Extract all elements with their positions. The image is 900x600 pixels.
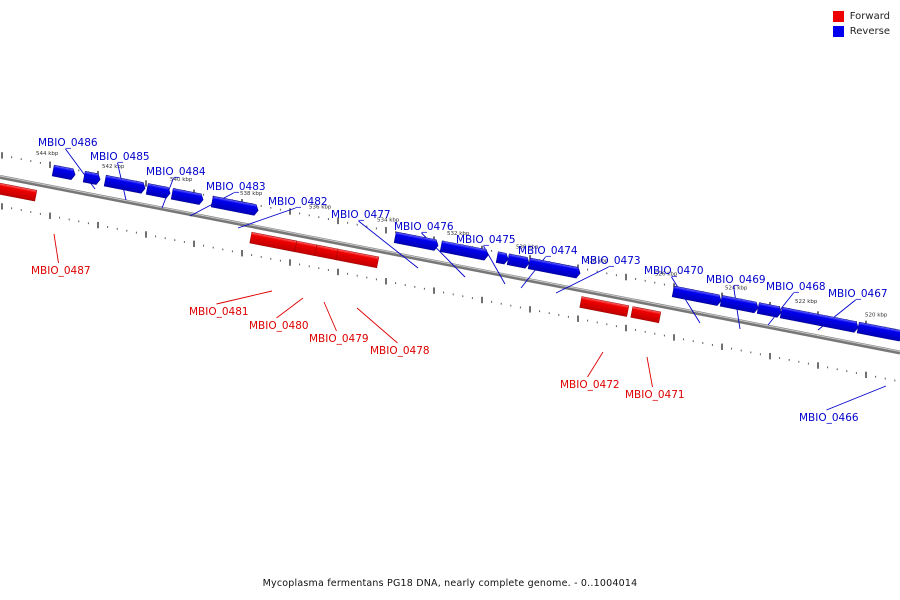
- gene-label: MBIO_0479: [309, 333, 369, 345]
- gene-mbio-0484: [103, 175, 146, 194]
- gene-label: MBIO_0483: [206, 181, 266, 193]
- gene-mbio-0471: [630, 306, 662, 324]
- leader-line: [826, 385, 887, 411]
- gene-features: [0, 164, 900, 342]
- gene-mbio-0472: [579, 296, 630, 317]
- gene-label: MBIO_0469: [706, 274, 766, 286]
- gene-label: MBIO_0473: [581, 255, 641, 267]
- gene-label: MBIO_0478: [370, 345, 430, 357]
- gene-label: MBIO_0477: [331, 209, 391, 221]
- legend-forward-swatch: [832, 11, 844, 22]
- leader-line: [356, 307, 398, 344]
- scale-label: 522 kbp: [795, 299, 818, 305]
- gene-mbio-0486: [51, 164, 76, 180]
- legend-forward-label: Forward: [849, 11, 890, 22]
- gene-label: MBIO_0487: [31, 265, 91, 277]
- scale-label: 530 kbp: [516, 245, 539, 251]
- legend-reverse-swatch: [832, 26, 844, 37]
- gene-label: MBIO_0466: [799, 412, 859, 424]
- gene-labels: MBIO_0487MBIO_0486MBIO_0485MBIO_0484MBIO…: [31, 137, 888, 424]
- gene-label: MBIO_0472: [560, 379, 620, 391]
- gene-label: MBIO_0467: [828, 288, 888, 300]
- gene-label: MBIO_0481: [189, 306, 249, 318]
- genome-caption: Mycoplasma fermentans PG18 DNA, nearly c…: [262, 578, 638, 589]
- gene-mbio-0478: [335, 248, 380, 269]
- gene-mbio-0474: [506, 253, 530, 269]
- gene-label: MBIO_0470: [644, 265, 704, 277]
- gene-mbio-0485: [82, 170, 101, 185]
- legend-reverse: Reverse: [832, 24, 890, 39]
- scale-label: 526 kbp: [655, 272, 678, 278]
- gene-mbio-0476: [439, 240, 489, 261]
- gene-mbio-0470: [671, 285, 722, 306]
- gene-mbio-0480: [294, 240, 318, 256]
- scale-label: 534 kbp: [377, 218, 400, 224]
- leader-line: [237, 207, 296, 229]
- leader-line: [216, 290, 273, 305]
- legend: Forward Reverse: [832, 9, 890, 39]
- leader-line: [587, 351, 604, 378]
- gene-mbio-0487: [0, 182, 38, 202]
- scale-label: 532 kbp: [447, 231, 470, 237]
- gene-mbio-0479: [314, 244, 340, 261]
- gene-mbio-0483: [145, 183, 171, 199]
- scale-label: 524 kbp: [725, 285, 748, 291]
- scale-labels: 544 kbp 542 kbp 540 kbp 538 kbp 536 kbp 534 k…: [36, 151, 888, 319]
- gene-mbio-0467: [779, 306, 859, 333]
- gene-label: MBIO_0474: [518, 245, 578, 257]
- gene-label: MBIO_0485: [90, 151, 150, 163]
- gene-label: MBIO_0475: [456, 234, 516, 246]
- leader-line: [555, 266, 609, 294]
- gene-label: MBIO_0480: [249, 320, 309, 332]
- scale-label: 536 kbp: [309, 204, 332, 210]
- gene-mbio-0482: [210, 195, 259, 216]
- genome-backbone: [0, 175, 900, 355]
- gene-label: MBIO_0476: [394, 221, 454, 233]
- scale-label: 520 kbp: [865, 313, 888, 319]
- gene-label: MBIO_0486: [38, 137, 98, 149]
- gene-mbio-0468: [756, 302, 782, 318]
- gene-mbio-0483: [170, 188, 204, 205]
- leader-line: [767, 292, 794, 326]
- leader-line: [646, 356, 653, 388]
- scale-label: 540 kbp: [170, 177, 193, 183]
- scale-label: 528 kbp: [586, 258, 609, 264]
- gene-mbio-0466: [856, 321, 900, 342]
- gene-label: MBIO_0482: [268, 196, 328, 208]
- legend-forward: Forward: [832, 9, 890, 24]
- gene-mbio-0477: [393, 231, 439, 251]
- scale-label: 538 kbp: [240, 191, 263, 197]
- gene-mbio-0473: [527, 257, 581, 279]
- gene-mbio-0481: [249, 231, 298, 253]
- gene-mbio-0469: [719, 295, 759, 314]
- gene-label: MBIO_0484: [146, 166, 206, 178]
- leader-line: [671, 276, 701, 324]
- scale-label: 542 kbp: [102, 164, 125, 170]
- leader-line: [276, 297, 304, 319]
- gene-label: MBIO_0468: [766, 281, 826, 293]
- leader-line: [323, 301, 337, 332]
- legend-reverse-label: Reverse: [849, 26, 890, 37]
- leader-line: [358, 220, 419, 269]
- leader-line: [53, 233, 59, 264]
- gene-mbio-0475: [495, 251, 509, 265]
- scale-label: 544 kbp: [36, 151, 59, 157]
- gene-label: MBIO_0471: [625, 389, 685, 401]
